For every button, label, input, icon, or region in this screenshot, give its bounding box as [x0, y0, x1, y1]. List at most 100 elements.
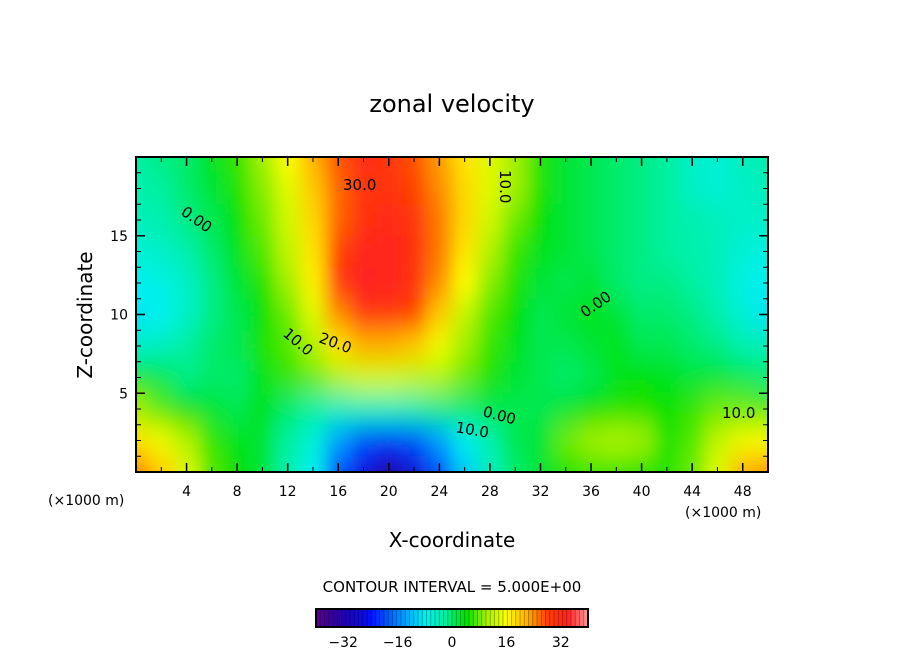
- heatmap-cell: [502, 235, 529, 268]
- heatmap-cell: [426, 267, 453, 300]
- heatmap-cell: [300, 424, 327, 457]
- heatmap-cell: [376, 424, 402, 457]
- heatmap-cell: [350, 204, 377, 237]
- heatmap-cell: [199, 267, 225, 300]
- heatmap-cell: [426, 172, 453, 205]
- x-tick-label: 24: [430, 484, 448, 500]
- colorbar-swatch: [486, 609, 491, 627]
- heatmap-cell: [553, 298, 579, 331]
- heatmap-cell: [275, 424, 301, 457]
- colorbar-swatch: [328, 609, 334, 627]
- heatmap-cell: [148, 172, 175, 205]
- heatmap-cell: [426, 330, 453, 363]
- heatmap-cell: [376, 204, 402, 237]
- heatmap-cell: [704, 204, 731, 237]
- heatmap-cell: [603, 157, 630, 174]
- heatmap-cell: [603, 330, 630, 363]
- colorbar-swatch: [333, 609, 338, 627]
- heatmap-cell: [628, 267, 655, 300]
- colorbar-swatch: [439, 609, 444, 627]
- contour-label: 10.0: [722, 404, 755, 422]
- heatmap-cell: [603, 361, 630, 394]
- colorbar-swatch: [354, 609, 359, 627]
- contour-labels: 30.0 0.00 10.0 20.0 10.0 0.00 10.0 0.00 …: [178, 170, 756, 442]
- heatmap-cell: [300, 157, 327, 174]
- heatmap-cell: [148, 393, 175, 426]
- heatmap-cell: [452, 298, 478, 331]
- heatmap-cell: [148, 330, 175, 363]
- heatmap-cell: [199, 172, 225, 205]
- heatmap-cell: [249, 235, 276, 268]
- heatmap-cell: [553, 393, 579, 426]
- heatmap-cell: [300, 361, 327, 394]
- heatmap-cell: [249, 204, 276, 237]
- colorbar-swatch: [435, 609, 440, 627]
- heatmap-cell: [603, 172, 630, 205]
- heatmap-cell: [199, 157, 225, 174]
- colorbar-tick-label: −16: [383, 635, 413, 651]
- colorbar-swatch: [401, 609, 406, 627]
- heatmap-cell: [350, 235, 377, 268]
- colorbar-swatch: [481, 609, 487, 627]
- heatmap-cell: [628, 361, 655, 394]
- heatmap-cell: [603, 393, 630, 426]
- heatmap-cell: [553, 456, 579, 472]
- heatmap-cell: [730, 298, 756, 331]
- heatmap-cell: [553, 172, 579, 205]
- heatmap-cell: [502, 456, 529, 472]
- colorbar-swatch: [405, 609, 410, 627]
- x-tick-label: 8: [233, 484, 242, 500]
- heatmap-cell: [502, 361, 529, 394]
- heatmap-cell: [300, 330, 327, 363]
- heatmap-cell: [527, 424, 554, 457]
- x-tick-label: 36: [582, 484, 600, 500]
- heatmap-cell: [401, 204, 428, 237]
- heatmap-cell: [603, 424, 630, 457]
- colorbar-swatch: [388, 609, 393, 627]
- heatmap-cell: [755, 235, 768, 268]
- heatmap-cell: [401, 267, 428, 300]
- heatmap-cell: [578, 235, 605, 268]
- heatmap-cell: [730, 204, 756, 237]
- heatmap-cell: [704, 267, 731, 300]
- heatmap-cell: [553, 267, 579, 300]
- colorbar-swatch: [532, 609, 538, 627]
- heatmap-cell: [249, 361, 276, 394]
- heatmap-cell: [654, 298, 681, 331]
- heatmap-cell: [628, 330, 655, 363]
- heatmap-cell: [173, 267, 200, 300]
- heatmap-cell: [452, 157, 478, 174]
- colorbar-swatch: [367, 609, 372, 627]
- colorbar-swatch: [413, 609, 419, 627]
- colorbar-swatch: [575, 609, 580, 627]
- heatmap-cell: [300, 204, 327, 237]
- colorbar-swatch: [345, 609, 351, 627]
- heatmap-cell: [199, 298, 225, 331]
- contour-label: 10.0: [454, 418, 490, 442]
- heatmap-cell: [679, 298, 706, 331]
- heatmap-cell: [603, 298, 630, 331]
- heatmap-cell: [325, 298, 352, 331]
- x-tick-label: 20: [380, 484, 398, 500]
- heatmap-cell: [704, 424, 731, 457]
- heatmap-cell: [527, 267, 554, 300]
- heatmap-cell: [148, 456, 175, 472]
- heatmap-cell: [704, 330, 731, 363]
- heatmap-cell: [654, 235, 681, 268]
- heatmap-cell: [527, 298, 554, 331]
- colorbar-swatch: [558, 609, 563, 627]
- x-tick-label: 44: [683, 484, 701, 500]
- heatmap-cell: [350, 424, 377, 457]
- heatmap-cell: [502, 172, 529, 205]
- heatmap-cell: [578, 267, 605, 300]
- heatmap-cell: [325, 330, 352, 363]
- heatmap-cell: [452, 172, 478, 205]
- heatmap-cell: [173, 298, 200, 331]
- heatmap-cell: [224, 267, 251, 300]
- heatmap-cell: [249, 424, 276, 457]
- heatmap-cell: [148, 298, 175, 331]
- colorbar-swatch: [515, 609, 521, 627]
- heatmap-cell: [704, 393, 731, 426]
- colorbar-swatch: [384, 609, 389, 627]
- heatmap-cell: [300, 267, 327, 300]
